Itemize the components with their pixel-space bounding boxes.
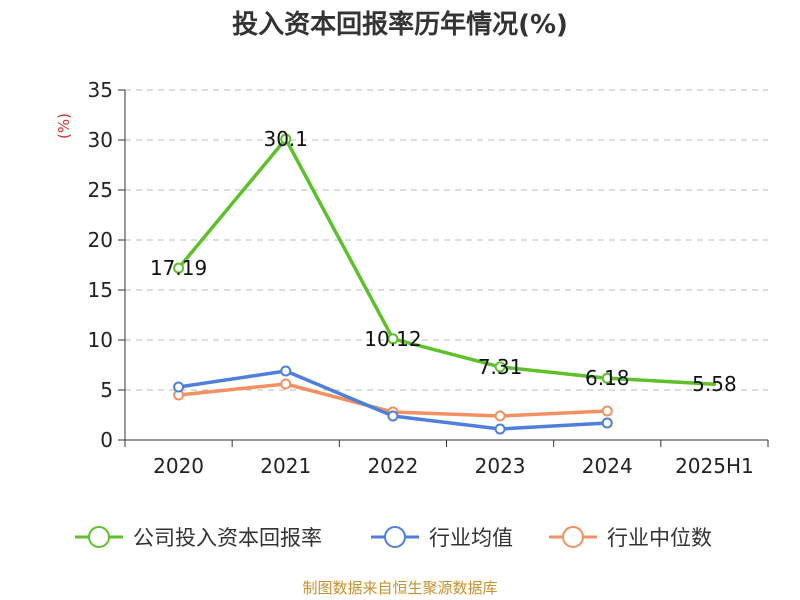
legend-marker-0 <box>88 526 110 548</box>
data-label-layer: 17.19 30.1 10.12 7.31 6.18 5.58 <box>150 127 737 396</box>
series-1-point-2023 <box>494 423 506 435</box>
series-0-point-2020 <box>173 262 185 274</box>
y-axis-unit-label: (%) <box>55 113 73 139</box>
series-2-point-2021 <box>280 378 292 390</box>
legend-label-1: 行业均值 <box>429 526 513 550</box>
axis-layer: 0 5 10 15 20 25 30 35 2020 2021 2022 2023 2024 2025H1 <box>88 78 769 478</box>
legend-item-1: 行业均值 <box>371 526 513 550</box>
data-label-2025H1: 5.58 <box>692 372 737 396</box>
data-label-2021: 30.1 <box>263 127 308 151</box>
series-1-point-2024 <box>601 417 613 429</box>
series-0-point-2021 <box>280 133 292 145</box>
x-tick-label-2023: 2023 <box>475 454 526 478</box>
legend-item-0: 公司投入资本回报率 <box>75 526 322 550</box>
y-tick-label-35: 35 <box>88 78 113 102</box>
series-0-point-2022 <box>387 333 399 345</box>
data-label-2020: 17.19 <box>150 256 207 280</box>
y-tick-label-30: 30 <box>88 128 113 152</box>
x-tick-label-2024: 2024 <box>582 454 633 478</box>
x-tick-label-2020: 2020 <box>153 454 204 478</box>
data-label-2022: 10.12 <box>364 327 421 351</box>
y-tick-label-10: 10 <box>88 328 113 352</box>
chart-title: 投入资本回报率历年情况(%) <box>232 9 568 40</box>
legend-item-2: 行业中位数 <box>549 526 712 550</box>
grid-layer <box>125 89 768 391</box>
series-1-point-2022 <box>387 410 399 422</box>
legend-label-0: 公司投入资本回报率 <box>133 526 322 550</box>
series-1-point-2020 <box>173 381 185 393</box>
legend-marker-2 <box>562 526 584 548</box>
series-2-point-2023 <box>494 410 506 422</box>
y-tick-label-25: 25 <box>88 178 113 202</box>
series-0-point-2024 <box>601 372 613 384</box>
series-2-point-2024 <box>601 405 613 417</box>
y-tick-label-20: 20 <box>88 228 113 252</box>
source-note: 制图数据来自恒生聚源数据库 <box>302 579 497 597</box>
x-tick-label-2021: 2021 <box>260 454 311 478</box>
y-tick-label-5: 5 <box>100 378 113 402</box>
series-0-point-2023 <box>494 361 506 373</box>
series-layer <box>173 133 717 435</box>
legend-label-2: 行业中位数 <box>607 526 712 550</box>
y-tick-label-15: 15 <box>88 278 113 302</box>
legend-marker-1 <box>384 526 406 548</box>
series-1-point-2021 <box>280 365 292 377</box>
x-tick-label-2022: 2022 <box>367 454 418 478</box>
series-line-0 <box>176 137 717 386</box>
y-tick-label-0: 0 <box>100 428 113 452</box>
x-tick-label-2025H1: 2025H1 <box>675 454 754 478</box>
data-label-2023: 7.31 <box>478 355 523 379</box>
data-label-2024: 6.18 <box>585 366 630 390</box>
legend: 公司投入资本回报率 行业均值 行业中位数 <box>75 526 712 550</box>
